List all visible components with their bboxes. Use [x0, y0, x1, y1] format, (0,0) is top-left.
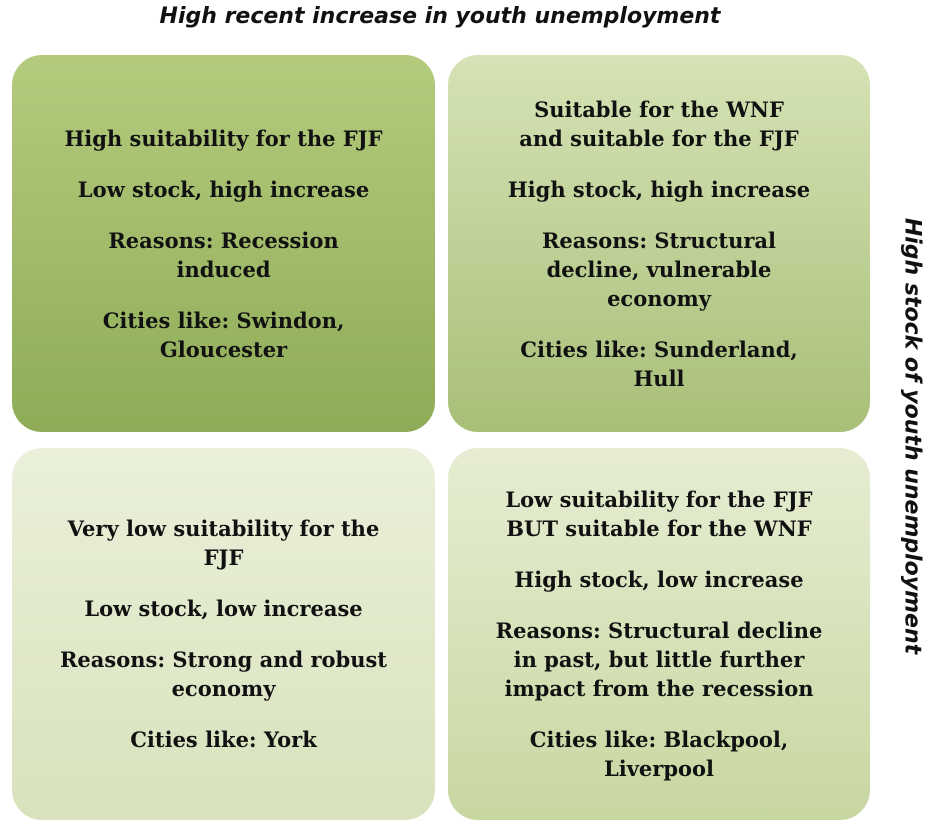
text-line: impact from the recession	[504, 676, 814, 701]
top-axis-label: High recent increase in youth unemployme…	[159, 4, 721, 29]
text-line: Reasons: Recession	[108, 227, 339, 253]
quadrant-paragraph: Reasons: Strong and robust economy	[60, 645, 387, 703]
text-line: Cities like: Blackpool,	[529, 727, 789, 752]
quadrant-paragraph: High stock, low increase	[514, 565, 803, 594]
text-line: High stock, low increase	[514, 567, 804, 592]
quadrant-paragraph: Suitable for the WNF and suitable for the…	[519, 95, 798, 153]
quadrant-paragraph: Very low suitability for the FJF	[68, 514, 380, 572]
quadrant-paragraph: Low suitability for the FJF BUT suitable …	[505, 485, 812, 543]
text-line: Reasons: Strong and robust	[59, 647, 388, 672]
quadrant-paragraph: Cities like: Blackpool, Liverpool	[530, 725, 788, 783]
text-line: and suitable for the FJF	[519, 125, 799, 151]
text-line: Suitable for the WNF	[534, 96, 784, 122]
quadrant: Very low suitability for the FJF Low stock…	[12, 448, 435, 820]
text-line: decline, vulnerable	[546, 256, 772, 282]
side-axis-label: High stock of youth unemployment	[899, 217, 925, 655]
text-line: in past, but little further	[513, 647, 805, 672]
text-line: FJF	[203, 545, 244, 570]
quadrant-paragraph: High stock, high increase	[508, 175, 810, 204]
text-line: Hull	[633, 365, 685, 391]
text-line: Cities like: Sunderland,	[520, 336, 798, 362]
text-line: High suitability for the FJF	[64, 125, 383, 151]
text-line: High stock, high increase	[507, 176, 811, 202]
quadrant-paragraph: Cities like: Sunderland, Hull	[520, 335, 797, 393]
text-line: Low stock, high increase	[77, 176, 370, 202]
text-line: Reasons: Structural decline	[495, 618, 823, 643]
quadrant-paragraph: Reasons: Structural decline, vulnerable ec…	[542, 226, 776, 313]
text-line: Low stock, low increase	[84, 596, 363, 621]
quadrant-paragraph: Low stock, low increase	[84, 594, 362, 623]
quadrant-paragraph: Reasons: Structural decline in past, but …	[496, 616, 823, 703]
quadrant-paragraph: Low stock, high increase	[78, 175, 369, 204]
text-line: Low suitability for the FJF	[505, 487, 813, 512]
quadrant-paragraph: Reasons: Recession induced	[108, 226, 338, 284]
quadrant-paragraph: Cities like: York	[130, 725, 317, 754]
quadrant-paragraph: Cities like: Swindon, Gloucester	[103, 306, 345, 364]
text-line: Very low suitability for the	[67, 516, 380, 541]
quadrant: High suitability for the FJF Low stock, h…	[12, 55, 435, 432]
quadrant-paragraph: High suitability for the FJF	[64, 124, 382, 153]
quadrant: Suitable for the WNF and suitable for the…	[448, 55, 870, 432]
text-line: induced	[176, 256, 271, 282]
text-line: Cities like: York	[130, 727, 317, 752]
text-line: Reasons: Structural	[541, 227, 776, 253]
text-line: Gloucester	[159, 336, 288, 362]
text-line: economy	[607, 285, 711, 311]
text-line: Cities like: Swindon,	[102, 307, 345, 333]
text-line: BUT suitable for the WNF	[506, 516, 812, 541]
text-line: economy	[171, 676, 276, 701]
text-line: Liverpool	[603, 756, 715, 781]
quadrant: Low suitability for the FJF BUT suitable …	[448, 448, 870, 820]
